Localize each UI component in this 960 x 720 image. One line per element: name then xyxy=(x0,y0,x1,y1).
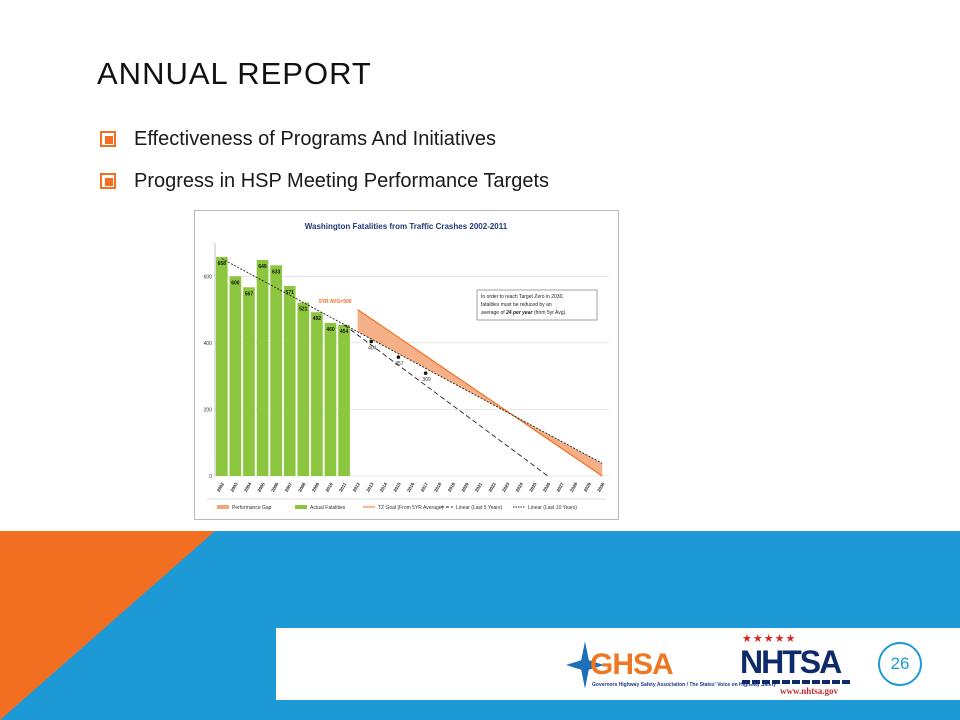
x-tick-label: 2025 xyxy=(528,481,538,493)
x-tick-label: 2018 xyxy=(433,481,443,493)
bar-value-label: 492 xyxy=(313,316,322,322)
x-tick-label: 2015 xyxy=(392,481,402,493)
x-tick-label: 2008 xyxy=(297,481,307,493)
bullet-item: Progress in HSP Meeting Performance Targ… xyxy=(100,170,549,192)
x-tick-label: 2016 xyxy=(406,481,416,493)
nhtsa-stars-icon: ★★★★★ xyxy=(742,633,797,645)
bar xyxy=(311,312,323,476)
goal-point-label: 309 xyxy=(422,377,431,383)
legend-label: Performance Gap xyxy=(232,505,272,511)
x-tick-label: 2020 xyxy=(460,481,470,493)
slide-title: ANNUAL REPORT xyxy=(97,56,372,91)
bar-value-label: 633 xyxy=(272,269,281,275)
bar xyxy=(283,285,296,476)
bullet-text: Effectiveness of Programs And Initiative… xyxy=(134,127,497,150)
ghsa-tagline: Governors Highway Safety Association / T… xyxy=(592,682,777,688)
x-tick-label: 2006 xyxy=(270,481,280,493)
goal-point-label: 404 xyxy=(368,346,377,352)
x-tick-label: 2030 xyxy=(596,481,606,493)
y-tick-label: 0 xyxy=(209,474,212,480)
bar xyxy=(324,322,337,476)
annotation-5yr-avg: 5YR AVG=500 xyxy=(319,299,352,305)
x-tick-label: 2002 xyxy=(216,481,226,493)
legend-label: TZ Goal (From 5YR Average) xyxy=(378,505,444,511)
callout-line-2: fatalities must be reduced by an xyxy=(481,302,552,308)
legend-label: Linear (Last 10 Years) xyxy=(528,505,577,511)
goal-point xyxy=(423,371,428,375)
bar-value-label: 571 xyxy=(286,290,295,296)
bar xyxy=(229,276,242,476)
logo-panel: GHSA Governors Highway Safety Associatio… xyxy=(276,628,960,700)
chart-title: Washington Fatalities from Traffic Crash… xyxy=(305,222,508,231)
bullet-text: Progress in HSP Meeting Performance Targ… xyxy=(134,169,550,192)
x-tick-label: 2027 xyxy=(555,481,565,493)
x-tick-label: 2004 xyxy=(243,481,253,493)
legend-label: Linear (Last 5 Years) xyxy=(456,505,502,511)
x-tick-label: 2007 xyxy=(284,481,294,493)
x-tick-label: 2028 xyxy=(569,481,579,493)
ghsa-logo: GHSA Governors Highway Safety Associatio… xyxy=(566,636,776,698)
x-tick-label: 2010 xyxy=(325,481,335,493)
legend-swatch xyxy=(217,505,229,509)
x-tick-label: 2017 xyxy=(420,481,430,493)
x-tick-label: 2014 xyxy=(379,481,389,493)
linear-10yr-line xyxy=(221,258,603,464)
bar xyxy=(243,287,255,476)
goal-point xyxy=(396,355,401,359)
target-zero-callout: In order to reach Target Zero in 2030, f… xyxy=(476,289,598,321)
x-tick-label: 2029 xyxy=(583,481,593,493)
nhtsa-url: www.nhtsa.gov xyxy=(780,686,839,696)
x-tick-label: 2003 xyxy=(229,481,239,493)
callout-line-3: average of 24 per year (from 5yr Avg). xyxy=(481,310,567,316)
x-tick-label: 2023 xyxy=(501,481,511,493)
bullet-list: Effectiveness of Programs And Initiative… xyxy=(100,128,549,212)
bar xyxy=(297,302,310,476)
bar-value-label: 658 xyxy=(218,261,227,267)
x-tick-label: 2011 xyxy=(338,481,347,492)
y-tick-label: 400 xyxy=(204,341,213,347)
bar xyxy=(215,256,228,476)
bar xyxy=(338,324,350,476)
page-number: 26 xyxy=(878,642,922,686)
x-tick-label: 2019 xyxy=(447,481,457,493)
goal-point xyxy=(369,339,374,344)
x-tick-label: 2024 xyxy=(515,481,525,493)
x-tick-label: 2013 xyxy=(365,481,375,493)
x-tick-label: 2012 xyxy=(352,481,362,493)
x-tick-label: 2005 xyxy=(257,481,267,493)
bar-value-label: 454 xyxy=(340,329,349,335)
x-tick-label: 2022 xyxy=(488,481,498,493)
nhtsa-wordmark: NHTSA xyxy=(740,644,842,680)
fatalities-chart: Washington Fatalities from Traffic Crash… xyxy=(194,210,619,520)
x-tick-label: 2026 xyxy=(542,481,552,493)
y-tick-label: 600 xyxy=(204,274,213,280)
bar-value-label: 649 xyxy=(258,264,267,270)
x-tick-label: 2021 xyxy=(474,481,484,493)
bar-value-label: 600 xyxy=(231,280,240,286)
chart-canvas: Washington Fatalities from Traffic Crash… xyxy=(204,222,609,511)
y-tick-label: 200 xyxy=(204,407,213,413)
legend-swatch xyxy=(295,505,307,509)
bar-value-label: 460 xyxy=(326,327,335,333)
legend-label: Actual Fatalities xyxy=(310,505,346,511)
linear-5yr-line xyxy=(343,324,549,477)
bar xyxy=(256,259,269,476)
bullet-item: Effectiveness of Programs And Initiative… xyxy=(100,128,549,150)
bar xyxy=(270,265,282,476)
goal-point-label: 357 xyxy=(395,361,404,367)
checkbox-bullet-icon xyxy=(100,131,116,147)
nhtsa-road-line xyxy=(742,680,850,684)
bar-value-label: 521 xyxy=(299,307,308,313)
ghsa-star-icon xyxy=(566,641,604,689)
nhtsa-logo: ★★★★★ NHTSA www.nhtsa.gov xyxy=(740,632,860,696)
ghsa-wordmark: GHSA xyxy=(590,648,674,681)
tz-goal-line xyxy=(357,309,603,477)
bar-value-label: 567 xyxy=(245,291,254,297)
checkbox-bullet-icon xyxy=(100,173,116,189)
callout-line-1: In order to reach Target Zero in 2030, xyxy=(481,294,564,300)
callout-box xyxy=(476,289,598,321)
x-tick-label: 2009 xyxy=(311,481,321,493)
